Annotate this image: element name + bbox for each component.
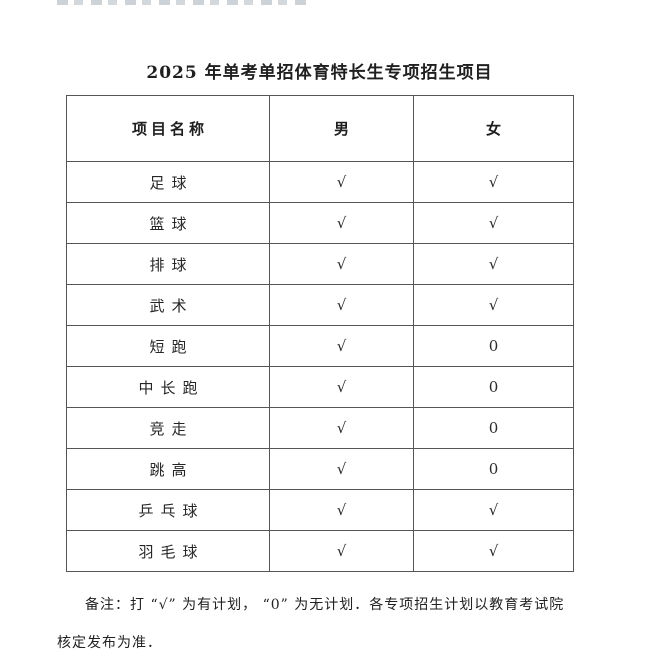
table-row: 篮球 √ √ [66,202,574,244]
cell-project-name: 足球 [66,161,270,203]
cell-project-name: 乒乓球 [66,489,270,531]
cell-male-mark: √ [269,366,414,408]
cell-female-mark: 0 [413,325,574,367]
cell-male-mark: √ [269,325,414,367]
cell-male-mark: √ [269,489,414,531]
column-header-male: 男 [269,95,414,162]
column-header-female: 女 [413,95,574,162]
footnote-line-2: 核定发布为准． [57,635,162,651]
sports-projects-table: 项目名称 男 女 足球 √ √ 篮球 √ √ 排球 √ √ 武术 √ √ 短跑 √ 0 中长跑 √ 0 竞走 √ 0 跳高… [66,95,574,572]
cell-female-mark: 0 [413,366,574,408]
cell-male-mark: √ [269,407,414,449]
cell-female-mark: √ [413,530,574,572]
cell-project-name: 中长跑 [66,366,270,408]
footnote-line-1: 备注：打 “√” 为有计划， “0” 为无计划．各专项招生计划以教育考试院 [85,597,565,613]
table-header-row: 项目名称 男 女 [66,95,574,162]
footnote: 备注：打 “√” 为有计划， “0” 为无计划．各专项招生计划以教育考试院 核定… [57,586,588,662]
cell-female-mark: √ [413,202,574,244]
cell-female-mark: 0 [413,407,574,449]
cell-project-name: 跳高 [66,448,270,490]
cell-male-mark: √ [269,284,414,326]
table-row: 排球 √ √ [66,243,574,285]
table-body: 足球 √ √ 篮球 √ √ 排球 √ √ 武术 √ √ 短跑 √ 0 中长跑 √ 0 竞走 √ 0 跳高 √ 0 乒乓球 √ √ 羽毛… [66,161,574,572]
cell-project-name: 排球 [66,243,270,285]
cell-project-name: 武术 [66,284,270,326]
table-row: 乒乓球 √ √ [66,489,574,531]
cell-female-mark: 0 [413,448,574,490]
cell-female-mark: √ [413,243,574,285]
table-row: 跳高 √ 0 [66,448,574,490]
cell-project-name: 竞走 [66,407,270,449]
cell-male-mark: √ [269,202,414,244]
cell-female-mark: √ [413,161,574,203]
cell-female-mark: √ [413,284,574,326]
table-row: 足球 √ √ [66,161,574,203]
cell-male-mark: √ [269,161,414,203]
cell-project-name: 羽毛球 [66,530,270,572]
cropped-text-fragment [57,0,310,5]
table-row: 羽毛球 √ √ [66,530,574,572]
cell-male-mark: √ [269,530,414,572]
table-row: 竞走 √ 0 [66,407,574,449]
column-header-project-name: 项目名称 [66,95,270,162]
cell-project-name: 篮球 [66,202,270,244]
cell-male-mark: √ [269,448,414,490]
table-row: 武术 √ √ [66,284,574,326]
table-row: 中长跑 √ 0 [66,366,574,408]
cell-female-mark: √ [413,489,574,531]
cell-project-name: 短跑 [66,325,270,367]
cell-male-mark: √ [269,243,414,285]
page-title: 2025 年单考单招体育特长生专项招生项目 [146,63,493,83]
table-row: 短跑 √ 0 [66,325,574,367]
